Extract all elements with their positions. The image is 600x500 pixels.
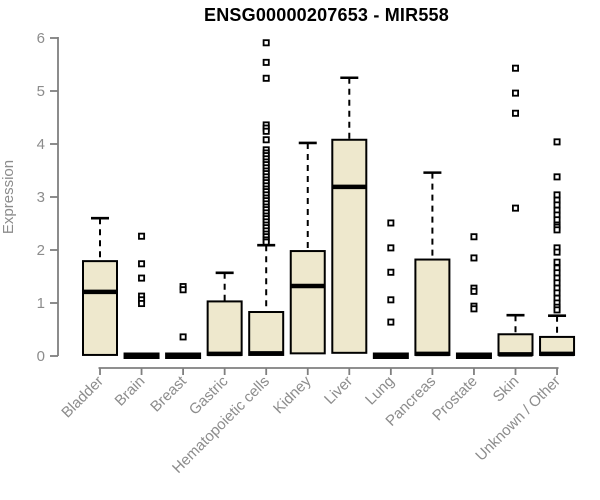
- y-tick-label: 3: [37, 189, 45, 206]
- box-group-pancreas: [414, 171, 451, 357]
- box-group-lung: [372, 219, 409, 359]
- x-tick-label-lung: Lung: [362, 373, 398, 409]
- x-tick-label-bladder: Bladder: [58, 373, 107, 422]
- box-group-skin: [497, 64, 534, 357]
- box-group-kidney: [289, 141, 326, 355]
- x-tick-label-kidney: Kidney: [270, 372, 315, 417]
- x-tick-label-brain: Brain: [112, 373, 149, 410]
- chart-title: ENSG00000207653 - MIR558: [204, 5, 449, 25]
- y-tick-label: 2: [37, 242, 45, 259]
- box-group-liver: [331, 76, 368, 354]
- x-tick-label-breast: Breast: [147, 372, 190, 415]
- box-group-bladder: [82, 216, 118, 356]
- x-tick-label-prostate: Prostate: [429, 373, 481, 425]
- box-group-brain: [123, 232, 160, 359]
- box-group-prostate: [455, 233, 492, 359]
- y-tick-label: 1: [37, 295, 45, 312]
- y-tick-label: 6: [37, 30, 45, 47]
- box-group-unknown-other: [539, 138, 576, 357]
- box-group-gastric: [206, 271, 243, 357]
- y-tick-label: 0: [37, 348, 45, 365]
- y-tick-label: 4: [37, 136, 45, 153]
- x-tick-label-liver: Liver: [321, 373, 356, 408]
- x-tick-label-skin: Skin: [490, 373, 523, 406]
- y-tick-label: 5: [37, 83, 45, 100]
- box-group-breast: [165, 283, 202, 359]
- box-group-hematopoietic-cells: [248, 39, 285, 356]
